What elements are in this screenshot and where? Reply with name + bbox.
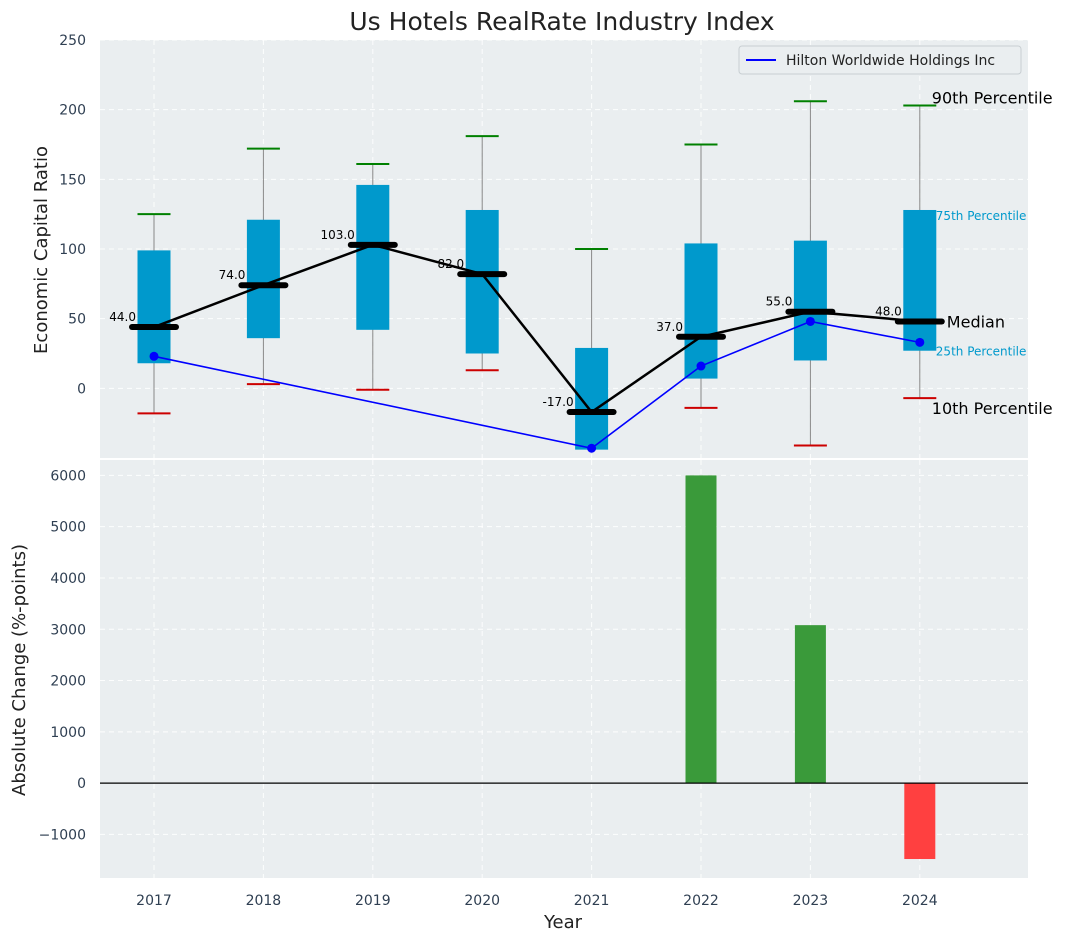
x-tick-label: 2018 xyxy=(246,893,282,909)
iqr-box xyxy=(793,240,827,361)
box-plot-panel: 0 50 100 150 200 250 44.0 74.0 103.0 82.0 -17.0 37.… xyxy=(59,33,1053,458)
iqr-box xyxy=(137,250,171,364)
annotation-median: Median xyxy=(947,312,1005,331)
x-tick-label: 2023 xyxy=(793,893,829,909)
annotation-p90: 90th Percentile xyxy=(932,88,1053,107)
company-series-point xyxy=(915,337,925,347)
legend: Hilton Worldwide Holdings Inc xyxy=(738,45,1022,75)
median-value-label: 44.0 xyxy=(109,310,136,324)
x-axis-label: Year xyxy=(543,912,583,933)
bottom-y-tick-label: 3000 xyxy=(50,622,86,638)
bottom-y-tick-label: 6000 xyxy=(50,468,86,484)
bottom-y-tick-label: 5000 xyxy=(50,520,86,536)
change-bar xyxy=(685,475,717,784)
median-value-label: 74.0 xyxy=(219,268,246,282)
x-tick-label: 2020 xyxy=(464,893,500,909)
iqr-box xyxy=(465,209,499,354)
top-y-tick-label: 50 xyxy=(68,312,86,328)
bottom-y-tick-label: −1000 xyxy=(39,827,86,843)
top-y-tick-label: 150 xyxy=(59,172,86,188)
change-bar xyxy=(904,783,936,860)
bottom-y-tick-label: 0 xyxy=(77,776,86,792)
median-trend-line xyxy=(153,243,920,414)
legend-label: Hilton Worldwide Holdings Inc xyxy=(786,53,995,69)
top-ylabel: Economic Capital Ratio xyxy=(31,146,52,354)
x-tick-label: 2022 xyxy=(683,893,719,909)
bottom-ylabel: Absolute Change (%-points) xyxy=(9,544,30,796)
median-value-label: 48.0 xyxy=(875,304,902,318)
bottom-y-tick-label: 2000 xyxy=(50,674,86,690)
bar-chart-panel: −1000 0 1000 2000 3000 4000 5000 6000 2017 2018 20… xyxy=(39,460,1028,909)
company-series-point xyxy=(696,361,706,371)
iqr-box xyxy=(246,219,280,339)
top-y-tick-label: 250 xyxy=(59,33,86,49)
median-value-label: 82.0 xyxy=(437,257,464,271)
top-y-tick-label: 200 xyxy=(59,103,86,119)
median-value-label: 37.0 xyxy=(656,320,683,334)
bottom-y-tick-label: 4000 xyxy=(50,571,86,587)
median-value-label: 103.0 xyxy=(320,228,354,242)
annotation-p10: 10th Percentile xyxy=(932,399,1053,418)
legend-box xyxy=(738,45,1022,75)
x-tick-label: 2019 xyxy=(355,893,391,909)
median-value-label: 55.0 xyxy=(766,295,793,309)
x-tick-label: 2021 xyxy=(574,893,610,909)
company-series-point xyxy=(805,316,815,326)
annotation-p25: 25th Percentile xyxy=(936,345,1027,359)
annotation-p75: 75th Percentile xyxy=(936,209,1027,223)
top-y-tick-label: 100 xyxy=(59,242,86,258)
median-value-label: -17.0 xyxy=(543,395,574,409)
company-series-point xyxy=(587,443,597,453)
change-bar xyxy=(794,625,826,784)
iqr-box xyxy=(903,209,937,351)
iqr-box xyxy=(356,184,390,330)
bottom-y-tick-label: 1000 xyxy=(50,725,86,741)
top-y-tick-label: 0 xyxy=(77,381,86,397)
x-tick-label: 2017 xyxy=(136,893,172,909)
iqr-box xyxy=(684,243,718,379)
x-tick-label: 2024 xyxy=(902,893,938,909)
company-series-point xyxy=(149,351,159,361)
chart-title: Us Hotels RealRate Industry Index xyxy=(349,7,774,36)
bottom-plot-area xyxy=(100,460,1028,878)
